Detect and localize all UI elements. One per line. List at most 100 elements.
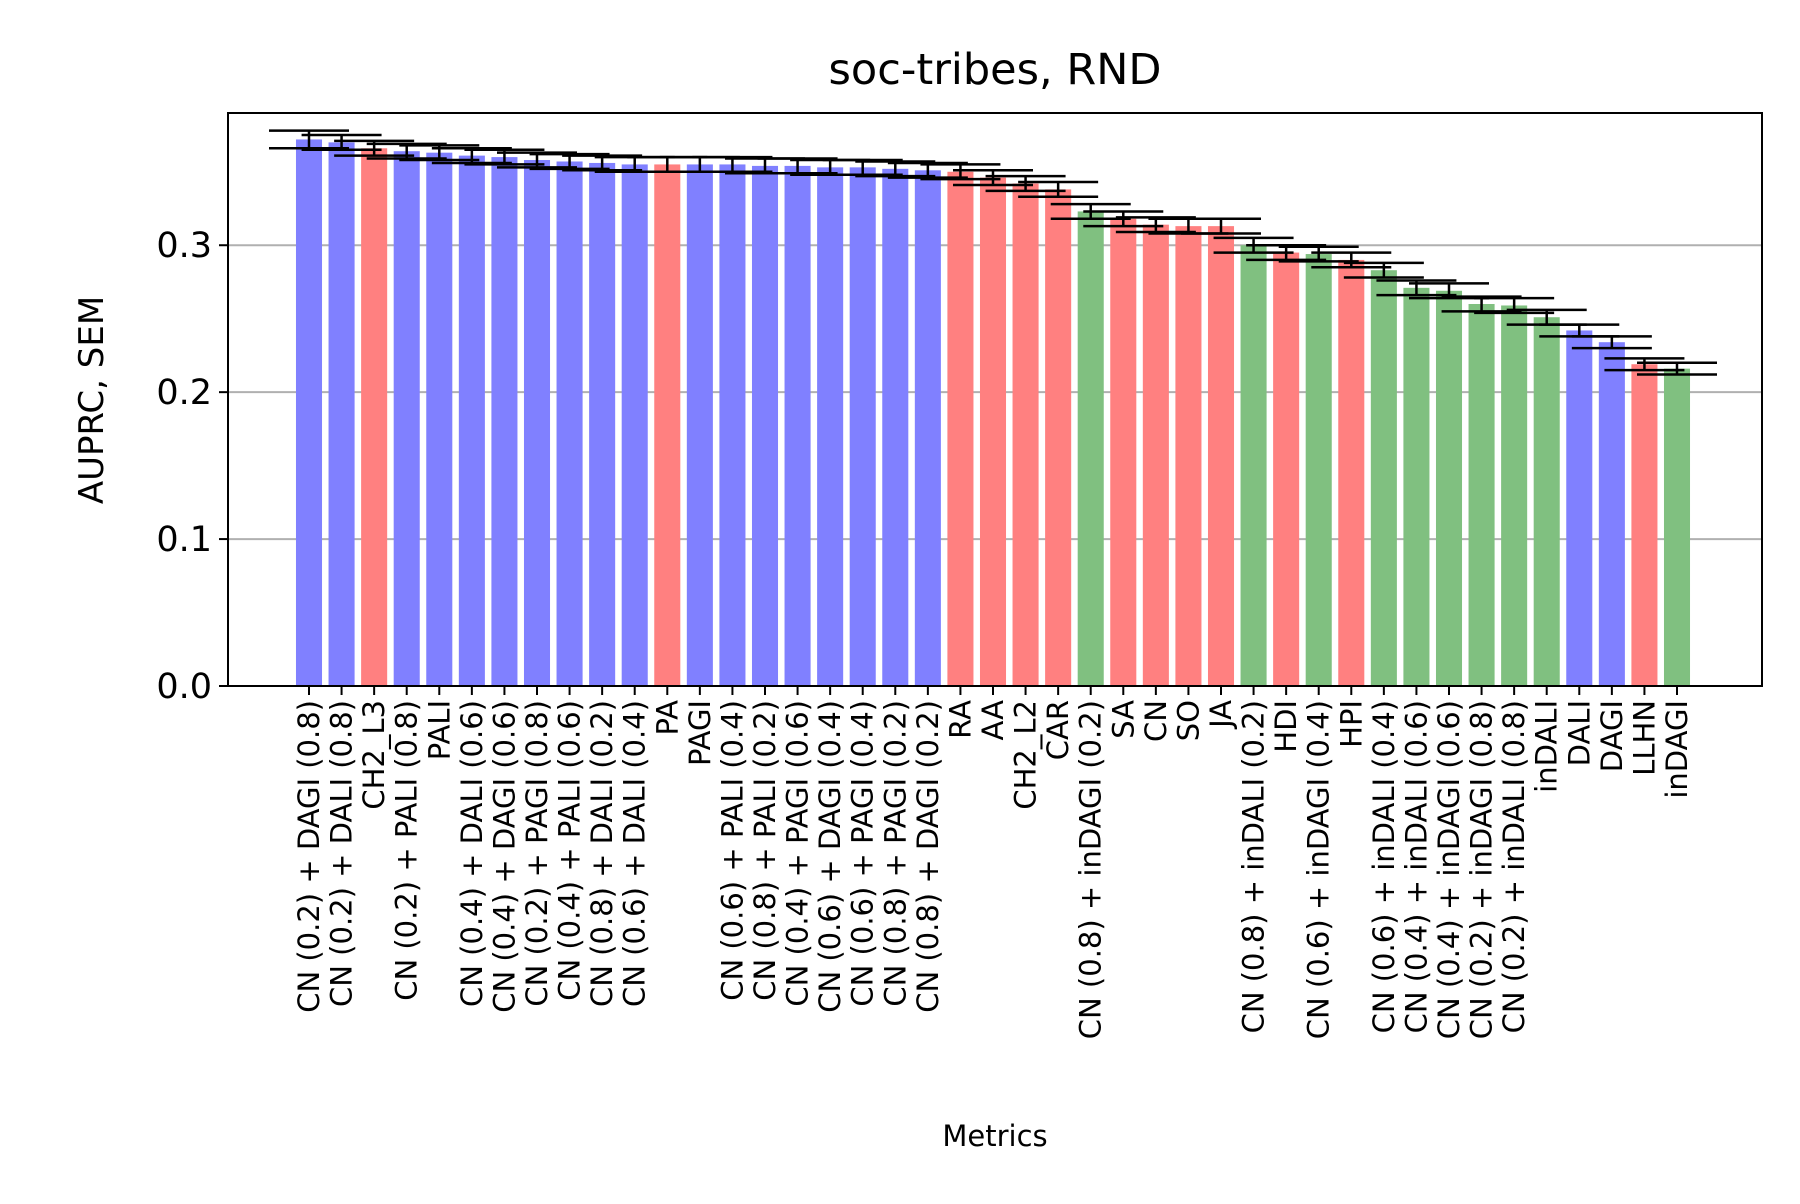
bar xyxy=(784,165,811,686)
bar xyxy=(1566,330,1593,686)
x-tick-label: CN (0.4) + PAGI (0.6) xyxy=(781,700,815,1007)
x-tick-label: inDAGI xyxy=(1660,700,1694,799)
bar xyxy=(1403,287,1430,686)
bar xyxy=(914,170,941,687)
bar xyxy=(979,177,1007,686)
bar xyxy=(1338,259,1365,686)
x-tick-label: CN (0.2) + DAGI (0.8) xyxy=(292,700,326,1013)
bar xyxy=(1370,270,1397,686)
y-tick-label: 0.2 xyxy=(156,373,212,413)
x-tick-label: PA xyxy=(650,700,684,736)
bar xyxy=(1012,183,1039,686)
y-tick-label: 0.1 xyxy=(156,520,212,560)
x-tick-label: CN (0.4) + DAGI (0.6) xyxy=(487,700,521,1013)
x-tick-label: CN (0.8) + inDALI (0.2) xyxy=(1237,700,1271,1033)
bar xyxy=(1142,224,1169,686)
x-tick-label: CN (0.6) + inDALI (0.4) xyxy=(1367,700,1401,1033)
x-tick-label: DALI xyxy=(1562,700,1596,766)
bar xyxy=(393,151,420,686)
x-tick-label: CN (0.2) + inDALI (0.8) xyxy=(1497,700,1531,1033)
x-tick-label: CN (0.8) + PAGI (0.2) xyxy=(878,700,912,1007)
bar xyxy=(719,164,746,686)
x-tick-label: RA xyxy=(943,700,977,739)
bar xyxy=(882,168,909,687)
x-tick-label: PAGI xyxy=(683,700,717,766)
x-tick-label: CN (0.6) + PALI (0.4) xyxy=(715,700,749,1001)
bar xyxy=(295,139,323,686)
bar xyxy=(947,171,974,686)
bar xyxy=(556,161,583,686)
bar xyxy=(686,164,713,686)
bar xyxy=(1207,226,1235,686)
x-tick-label: CN (0.8) + inDAGI (0.2) xyxy=(1074,700,1108,1039)
x-tick-label: CN (0.8) + DALI (0.2) xyxy=(585,700,619,1007)
bar xyxy=(817,167,844,686)
bars xyxy=(295,139,1691,687)
plot-frame xyxy=(227,112,1763,687)
x-tick-label: JA xyxy=(1204,700,1238,730)
x-tick-label: CN (0.4) + inDALI (0.6) xyxy=(1399,700,1433,1033)
bar xyxy=(361,148,388,686)
x-tick-label: CN (0.2) + PAGI (0.8) xyxy=(520,700,554,1007)
bar xyxy=(1501,305,1528,686)
bar xyxy=(1110,218,1137,687)
x-tick-label: CN (0.4) + inDAGI (0.6) xyxy=(1432,700,1466,1039)
x-tick-label: CH2_L2 xyxy=(1009,700,1043,810)
bar xyxy=(589,162,616,686)
x-tick-label: CN (0.2) + PALI (0.8) xyxy=(390,700,424,1001)
x-tick-label: LLHN xyxy=(1627,700,1661,776)
error-bars xyxy=(269,129,1717,376)
x-axis-ticks: CN (0.2) + DAGI (0.8)CN (0.2) + DALI (0.… xyxy=(292,686,1694,1039)
bar xyxy=(751,165,779,686)
bar xyxy=(1533,317,1560,686)
bar xyxy=(523,160,551,686)
x-tick-label: CN (0.6) + PAGI (0.4) xyxy=(846,700,880,1007)
bar xyxy=(426,152,453,686)
bar xyxy=(1077,211,1104,686)
x-tick-label: CN (0.6) + DAGI (0.4) xyxy=(813,700,847,1013)
bar xyxy=(1045,189,1072,686)
x-tick-label: CN (0.8) + PALI (0.2) xyxy=(748,700,782,1001)
y-axis-ticks: 0.0 0.1 0.2 0.3 xyxy=(156,226,228,707)
bar xyxy=(458,155,485,687)
bar xyxy=(1240,245,1267,686)
bar xyxy=(1631,364,1658,686)
x-axis-label: Metrics xyxy=(942,1119,1047,1153)
y-tick-label: 0.3 xyxy=(156,226,212,266)
x-tick-label: CAR xyxy=(1041,700,1075,760)
x-tick-label: DAGI xyxy=(1595,700,1629,772)
bar xyxy=(849,167,876,686)
x-tick-label: CN (0.2) + DALI (0.8) xyxy=(325,700,359,1007)
x-tick-label: CN (0.6) + inDAGI (0.4) xyxy=(1302,700,1336,1039)
x-tick-label: SA xyxy=(1106,700,1140,739)
x-tick-label: CN (0.8) + DAGI (0.2) xyxy=(911,700,945,1013)
x-tick-label: CH2_L3 xyxy=(357,700,391,810)
x-tick-label: PALI xyxy=(422,700,456,760)
bar xyxy=(621,164,648,686)
bar xyxy=(654,164,681,686)
x-tick-label: CN (0.4) + PALI (0.6) xyxy=(553,700,587,1001)
x-tick-label: AA xyxy=(976,700,1010,741)
bar xyxy=(1468,304,1495,686)
bar xyxy=(1435,290,1463,686)
x-tick-label: inDALI xyxy=(1530,700,1564,793)
chart-title: soc-tribes, RND xyxy=(829,45,1162,95)
x-tick-label: HDI xyxy=(1269,700,1303,753)
bar xyxy=(1598,342,1625,686)
bar xyxy=(1175,226,1202,686)
y-tick-label: 0.0 xyxy=(156,667,212,707)
bar xyxy=(1663,368,1691,686)
x-tick-label: CN (0.6) + DALI (0.4) xyxy=(618,700,652,1007)
y-axis-label: AUPRC, SEM xyxy=(72,296,112,504)
x-tick-label: SO xyxy=(1171,700,1205,741)
x-tick-label: CN (0.4) + DALI (0.6) xyxy=(455,700,489,1007)
bar xyxy=(491,157,518,687)
x-tick-label: CN xyxy=(1139,700,1173,742)
x-tick-label: HPI xyxy=(1334,700,1368,748)
bar xyxy=(1273,252,1300,687)
bar xyxy=(328,142,355,686)
x-tick-label: CN (0.2) + inDAGI (0.8) xyxy=(1465,700,1499,1039)
bar xyxy=(1305,254,1332,687)
